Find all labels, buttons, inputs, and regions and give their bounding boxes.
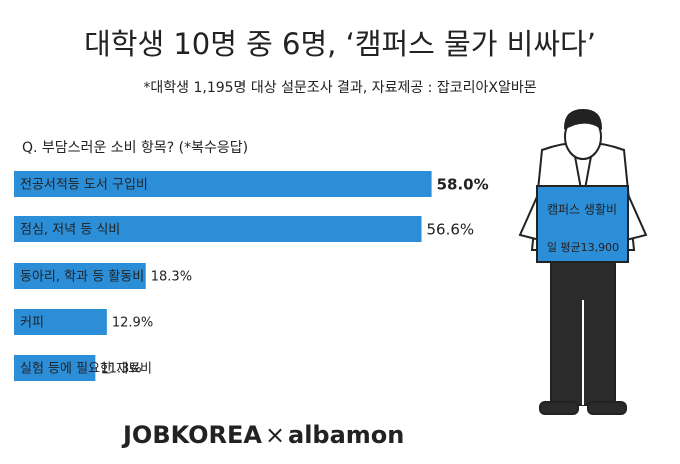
bar (14, 355, 96, 381)
bar (14, 309, 107, 335)
value-label: 58.0% (437, 176, 489, 194)
logo-left: JOBKOREA (121, 421, 262, 449)
bar (14, 171, 432, 197)
category-label: 동아리, 학과 등 활동비 (20, 270, 144, 285)
value-label: 18.3% (151, 270, 192, 285)
sign-text: 일 평균13,900 (547, 240, 619, 254)
value-label: 56.6% (427, 221, 475, 239)
chart-title: 대학생 10명 중 6명, ‘캠퍼스 물가 비싸다’ (84, 27, 596, 61)
bar (14, 216, 422, 242)
question: Q. 부담스러운 소비 항목? (*복수응답) (22, 140, 248, 156)
category-label: 커피 (20, 316, 44, 331)
subtitle: *대학생 1,195명 대상 설문조사 결과, 자료제공 : 잡코리아X알바몬 (143, 80, 536, 96)
sign (536, 185, 629, 263)
logo-separator: × (265, 421, 285, 449)
bar (14, 263, 146, 289)
sign-title: 캠퍼스 생활비 (547, 203, 617, 217)
value-label: 12.9% (112, 316, 153, 331)
category-label: 실험 등에 필요한 재료비 (20, 362, 152, 377)
logo-right: albamon (288, 421, 404, 449)
category-label: 전공서적등 도서 구입비 (20, 178, 148, 193)
category-label: 점심, 저녁 등 식비 (20, 223, 120, 238)
value-label: 11.3% (100, 362, 141, 377)
